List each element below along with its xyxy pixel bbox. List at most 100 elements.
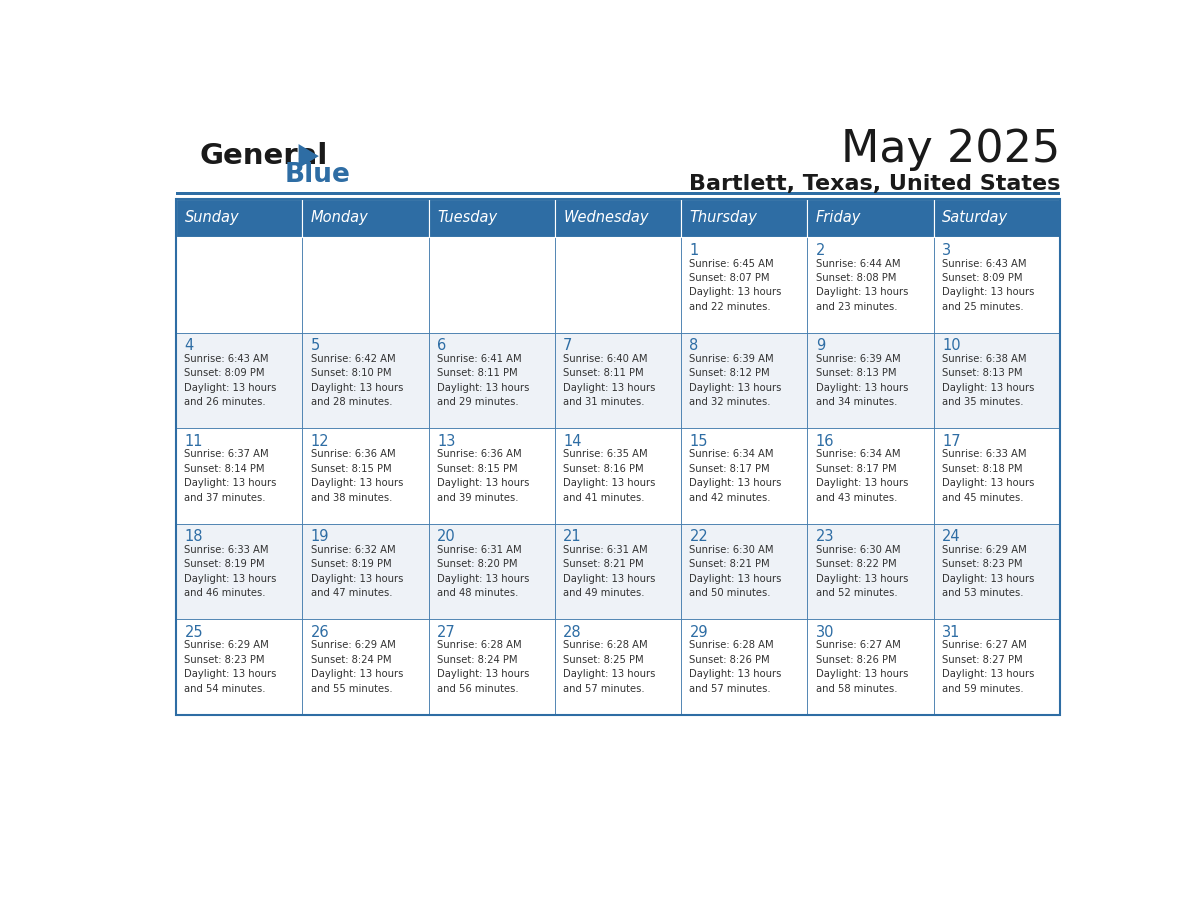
Text: 18: 18 [184, 530, 203, 544]
Bar [808, 333, 934, 428]
Text: Wednesday: Wednesday [563, 210, 649, 226]
Text: Sunrise: 6:42 AM
Sunset: 8:10 PM
Daylight: 13 hours
and 28 minutes.: Sunrise: 6:42 AM Sunset: 8:10 PM Dayligh… [311, 354, 403, 408]
Text: May 2025: May 2025 [841, 128, 1060, 171]
Text: Sunrise: 6:27 AM
Sunset: 8:26 PM
Daylight: 13 hours
and 58 minutes.: Sunrise: 6:27 AM Sunset: 8:26 PM Dayligh… [816, 641, 908, 693]
Text: 11: 11 [184, 434, 203, 449]
Text: 22: 22 [689, 530, 708, 544]
Text: Sunrise: 6:36 AM
Sunset: 8:15 PM
Daylight: 13 hours
and 38 minutes.: Sunrise: 6:36 AM Sunset: 8:15 PM Dayligh… [311, 450, 403, 503]
Bar [934, 238, 1060, 333]
Text: 28: 28 [563, 625, 582, 640]
Text: Sunrise: 6:33 AM
Sunset: 8:18 PM
Daylight: 13 hours
and 45 minutes.: Sunrise: 6:33 AM Sunset: 8:18 PM Dayligh… [942, 450, 1035, 503]
Text: 7: 7 [563, 339, 573, 353]
Bar [176, 198, 303, 238]
Text: Sunrise: 6:43 AM
Sunset: 8:09 PM
Daylight: 13 hours
and 26 minutes.: Sunrise: 6:43 AM Sunset: 8:09 PM Dayligh… [184, 354, 277, 408]
Text: 13: 13 [437, 434, 455, 449]
Text: Tuesday: Tuesday [437, 210, 497, 226]
Bar [681, 619, 808, 714]
Text: Sunrise: 6:41 AM
Sunset: 8:11 PM
Daylight: 13 hours
and 29 minutes.: Sunrise: 6:41 AM Sunset: 8:11 PM Dayligh… [437, 354, 530, 408]
Bar [429, 523, 555, 619]
Bar [303, 619, 429, 714]
Bar [808, 238, 934, 333]
Bar [808, 523, 934, 619]
Text: Sunrise: 6:39 AM
Sunset: 8:13 PM
Daylight: 13 hours
and 34 minutes.: Sunrise: 6:39 AM Sunset: 8:13 PM Dayligh… [816, 354, 908, 408]
Bar [934, 198, 1060, 238]
Bar [176, 428, 303, 523]
Text: Sunrise: 6:31 AM
Sunset: 8:21 PM
Daylight: 13 hours
and 49 minutes.: Sunrise: 6:31 AM Sunset: 8:21 PM Dayligh… [563, 545, 656, 599]
Text: 19: 19 [311, 530, 329, 544]
Text: Thursday: Thursday [689, 210, 758, 226]
Text: Sunrise: 6:29 AM
Sunset: 8:23 PM
Daylight: 13 hours
and 54 minutes.: Sunrise: 6:29 AM Sunset: 8:23 PM Dayligh… [184, 641, 277, 693]
Text: 17: 17 [942, 434, 961, 449]
Bar [555, 428, 681, 523]
Bar [681, 238, 808, 333]
Text: 2: 2 [816, 243, 826, 258]
Bar [303, 198, 429, 238]
Bar [303, 428, 429, 523]
Text: General: General [200, 142, 328, 170]
Bar [429, 428, 555, 523]
Text: 31: 31 [942, 625, 960, 640]
Bar [555, 523, 681, 619]
Text: 25: 25 [184, 625, 203, 640]
Text: Sunrise: 6:40 AM
Sunset: 8:11 PM
Daylight: 13 hours
and 31 minutes.: Sunrise: 6:40 AM Sunset: 8:11 PM Dayligh… [563, 354, 656, 408]
Bar [808, 428, 934, 523]
Text: 21: 21 [563, 530, 582, 544]
Text: Sunrise: 6:28 AM
Sunset: 8:24 PM
Daylight: 13 hours
and 56 minutes.: Sunrise: 6:28 AM Sunset: 8:24 PM Dayligh… [437, 641, 530, 693]
Bar [681, 198, 808, 238]
Polygon shape [298, 144, 318, 168]
Text: 1: 1 [689, 243, 699, 258]
Text: Sunrise: 6:35 AM
Sunset: 8:16 PM
Daylight: 13 hours
and 41 minutes.: Sunrise: 6:35 AM Sunset: 8:16 PM Dayligh… [563, 450, 656, 503]
Bar [681, 523, 808, 619]
Bar [303, 523, 429, 619]
Bar [934, 428, 1060, 523]
Text: 27: 27 [437, 625, 456, 640]
Text: 5: 5 [311, 339, 320, 353]
Text: 9: 9 [816, 339, 824, 353]
Text: Blue: Blue [285, 162, 350, 188]
Bar [681, 333, 808, 428]
Text: 24: 24 [942, 530, 961, 544]
Bar [555, 619, 681, 714]
Text: Sunrise: 6:29 AM
Sunset: 8:23 PM
Daylight: 13 hours
and 53 minutes.: Sunrise: 6:29 AM Sunset: 8:23 PM Dayligh… [942, 545, 1035, 599]
Bar [429, 198, 555, 238]
Bar [176, 238, 303, 333]
Bar [808, 198, 934, 238]
Text: 15: 15 [689, 434, 708, 449]
Bar [429, 619, 555, 714]
Text: Sunrise: 6:31 AM
Sunset: 8:20 PM
Daylight: 13 hours
and 48 minutes.: Sunrise: 6:31 AM Sunset: 8:20 PM Dayligh… [437, 545, 530, 599]
Text: 16: 16 [816, 434, 834, 449]
Text: Sunrise: 6:28 AM
Sunset: 8:26 PM
Daylight: 13 hours
and 57 minutes.: Sunrise: 6:28 AM Sunset: 8:26 PM Dayligh… [689, 641, 782, 693]
Text: 23: 23 [816, 530, 834, 544]
Text: Sunrise: 6:32 AM
Sunset: 8:19 PM
Daylight: 13 hours
and 47 minutes.: Sunrise: 6:32 AM Sunset: 8:19 PM Dayligh… [311, 545, 403, 599]
Text: 26: 26 [311, 625, 329, 640]
Text: Sunrise: 6:34 AM
Sunset: 8:17 PM
Daylight: 13 hours
and 42 minutes.: Sunrise: 6:34 AM Sunset: 8:17 PM Dayligh… [689, 450, 782, 503]
Text: 4: 4 [184, 339, 194, 353]
Text: 20: 20 [437, 530, 456, 544]
Text: Sunrise: 6:39 AM
Sunset: 8:12 PM
Daylight: 13 hours
and 32 minutes.: Sunrise: 6:39 AM Sunset: 8:12 PM Dayligh… [689, 354, 782, 408]
Bar [303, 333, 429, 428]
Bar [429, 333, 555, 428]
Text: Sunrise: 6:38 AM
Sunset: 8:13 PM
Daylight: 13 hours
and 35 minutes.: Sunrise: 6:38 AM Sunset: 8:13 PM Dayligh… [942, 354, 1035, 408]
Text: Sunrise: 6:36 AM
Sunset: 8:15 PM
Daylight: 13 hours
and 39 minutes.: Sunrise: 6:36 AM Sunset: 8:15 PM Dayligh… [437, 450, 530, 503]
Text: Sunrise: 6:34 AM
Sunset: 8:17 PM
Daylight: 13 hours
and 43 minutes.: Sunrise: 6:34 AM Sunset: 8:17 PM Dayligh… [816, 450, 908, 503]
Bar [555, 198, 681, 238]
Bar [681, 428, 808, 523]
Text: Sunrise: 6:30 AM
Sunset: 8:21 PM
Daylight: 13 hours
and 50 minutes.: Sunrise: 6:30 AM Sunset: 8:21 PM Dayligh… [689, 545, 782, 599]
Text: Sunrise: 6:28 AM
Sunset: 8:25 PM
Daylight: 13 hours
and 57 minutes.: Sunrise: 6:28 AM Sunset: 8:25 PM Dayligh… [563, 641, 656, 693]
Text: Sunrise: 6:30 AM
Sunset: 8:22 PM
Daylight: 13 hours
and 52 minutes.: Sunrise: 6:30 AM Sunset: 8:22 PM Dayligh… [816, 545, 908, 599]
Text: 3: 3 [942, 243, 952, 258]
Text: Sunday: Sunday [184, 210, 239, 226]
Text: Monday: Monday [311, 210, 368, 226]
Bar [176, 619, 303, 714]
Text: Sunrise: 6:44 AM
Sunset: 8:08 PM
Daylight: 13 hours
and 23 minutes.: Sunrise: 6:44 AM Sunset: 8:08 PM Dayligh… [816, 259, 908, 312]
Bar [934, 333, 1060, 428]
Text: 30: 30 [816, 625, 834, 640]
Bar [176, 333, 303, 428]
Bar [934, 523, 1060, 619]
Text: Sunrise: 6:33 AM
Sunset: 8:19 PM
Daylight: 13 hours
and 46 minutes.: Sunrise: 6:33 AM Sunset: 8:19 PM Dayligh… [184, 545, 277, 599]
Bar [176, 198, 1060, 714]
Text: Friday: Friday [816, 210, 861, 226]
Text: Sunrise: 6:29 AM
Sunset: 8:24 PM
Daylight: 13 hours
and 55 minutes.: Sunrise: 6:29 AM Sunset: 8:24 PM Dayligh… [311, 641, 403, 693]
Text: Sunrise: 6:27 AM
Sunset: 8:27 PM
Daylight: 13 hours
and 59 minutes.: Sunrise: 6:27 AM Sunset: 8:27 PM Dayligh… [942, 641, 1035, 693]
Text: Saturday: Saturday [942, 210, 1009, 226]
